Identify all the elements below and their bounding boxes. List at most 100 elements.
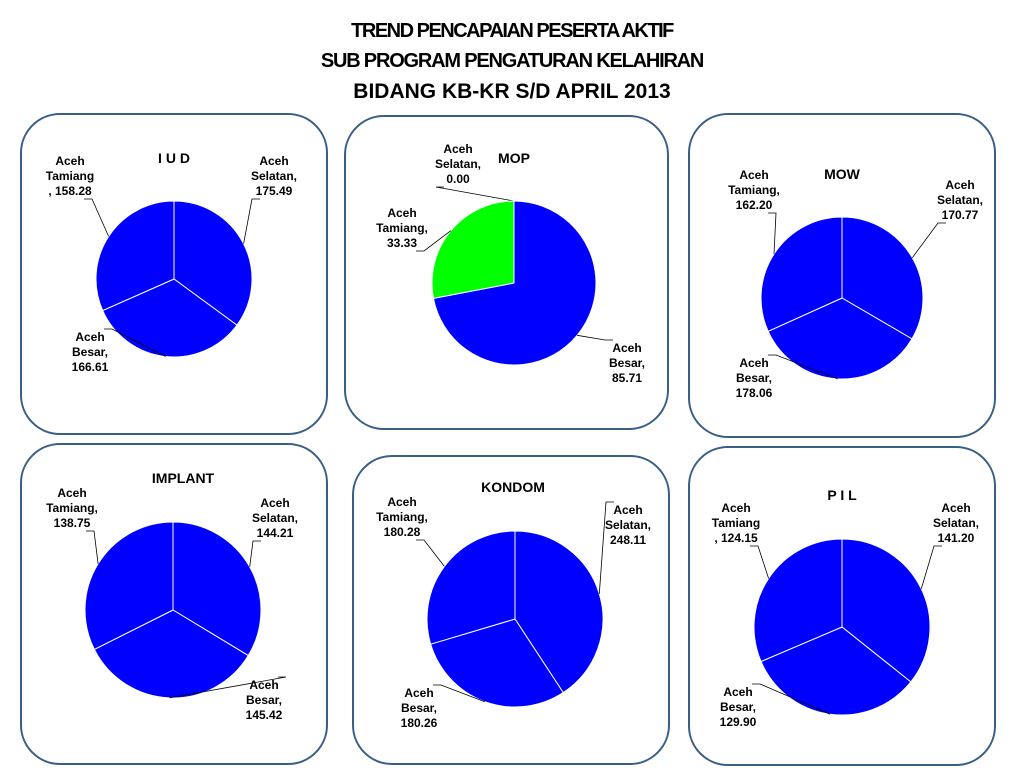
- leader-line: [416, 539, 445, 567]
- data-label-line: Aceh: [75, 330, 104, 344]
- data-label-line: Aceh: [739, 168, 768, 182]
- pie-slice-aceh-besar: [767, 297, 913, 380]
- chart-title: KONDOM: [481, 479, 545, 495]
- data-label-line: Besar,: [720, 700, 756, 714]
- data-label-line: Aceh: [57, 486, 86, 500]
- pie-slice-aceh-selatan: [841, 538, 931, 683]
- data-label-line: 166.61: [72, 360, 109, 374]
- data-label-line: 144.21: [257, 526, 294, 540]
- data-label-line: Aceh: [739, 356, 768, 370]
- chart-title: P I L: [827, 487, 857, 503]
- data-label-line: 145.42: [246, 708, 283, 722]
- data-label-line: Tamiang: [46, 169, 94, 183]
- chart-panel-mop: MOP Aceh Selatan, 0.00 Aceh Besar, 85.71 Aceh Ta…: [344, 115, 669, 430]
- data-label-aceh-selatan: Aceh Selatan, 248.11: [605, 503, 651, 547]
- data-label-aceh-selatan: Aceh Selatan, 175.49: [251, 154, 297, 198]
- data-label-aceh-tamiang: Aceh Tamiang, 158.28: [46, 154, 94, 198]
- pie-slice-aceh-tamiang: [753, 538, 843, 663]
- leader-line: [911, 222, 946, 258]
- data-label-line: Aceh: [941, 501, 970, 515]
- data-label-line: , 124.15: [714, 531, 758, 545]
- pie-slice-aceh-selatan: [173, 200, 253, 326]
- data-label-line: 33.33: [387, 236, 417, 250]
- chart-panel-mow: MOW Aceh Selatan, 170.77 Aceh Besar, 178.06 Ace…: [688, 113, 996, 438]
- data-label-line: Aceh: [249, 678, 278, 692]
- leader-line: [768, 212, 777, 255]
- chart-panel-iud: I U D Aceh Selatan, 175.49 Aceh Besar, 166.61 A…: [20, 113, 328, 435]
- data-label-aceh-besar: Aceh Besar, 180.26: [401, 686, 438, 730]
- leader-line: [243, 198, 260, 244]
- data-label-aceh-besar: Aceh Besar, 166.61: [72, 330, 109, 374]
- data-label-line: Aceh: [612, 341, 641, 355]
- data-label-aceh-selatan: Aceh Selatan, 141.20: [933, 501, 979, 545]
- data-label-line: Selatan,: [605, 518, 651, 532]
- leader-line: [598, 501, 614, 594]
- report-title-line-2: SUB PROGRAM PENGATURAN KELAHIRAN: [320, 50, 705, 72]
- chart-title: MOP: [498, 150, 530, 166]
- pie-slice-aceh-tamiang: [431, 200, 515, 299]
- data-label-line: Aceh: [723, 685, 752, 699]
- chart-title: IMPLANT: [152, 470, 215, 486]
- pie-slice-aceh-tamiang: [84, 521, 174, 651]
- leader-line: [768, 354, 838, 380]
- pie-slice-aceh-besar: [760, 626, 912, 716]
- pie-slice-aceh-tamiang: [426, 530, 516, 645]
- data-label-line: 162.20: [736, 198, 773, 212]
- data-label-line: 248.11: [610, 533, 646, 547]
- data-label-line: Aceh: [404, 686, 433, 700]
- data-label-aceh-besar: Aceh Besar, 178.06: [736, 356, 773, 400]
- data-label-line: Aceh: [387, 206, 416, 220]
- data-label-line: Aceh: [721, 501, 750, 515]
- data-label-line: Besar,: [246, 693, 282, 707]
- data-label-line: Besar,: [609, 356, 645, 370]
- chart-panel-kondom: KONDOM Aceh Selatan, 248.11 Aceh Besar, 180.26…: [352, 455, 670, 765]
- data-label-line: Aceh: [443, 142, 472, 156]
- data-label-line: Aceh: [387, 495, 416, 509]
- data-label-aceh-besar: Aceh Besar, 145.42: [246, 678, 283, 722]
- pie-slice-aceh-besar: [93, 609, 249, 699]
- data-label-line: 175.49: [256, 184, 293, 198]
- data-label-line: Aceh: [55, 154, 84, 168]
- report-title-line-3: BIDANG KB-KR S/D APRIL 2013: [353, 80, 671, 103]
- data-label-line: Aceh: [945, 178, 974, 192]
- data-label-line: 170.77: [942, 208, 979, 222]
- leader-line: [169, 676, 287, 699]
- data-label-line: 180.26: [401, 716, 438, 730]
- data-label-line: Tamiang: [712, 516, 760, 530]
- pie-slice-aceh-besar: [432, 200, 597, 366]
- data-label-line: Selatan,: [435, 157, 481, 171]
- data-label-line: 180.28: [384, 525, 421, 539]
- data-label-line: Selatan,: [252, 511, 298, 525]
- data-label-line: 178.06: [736, 386, 773, 400]
- data-label-line: Tamiang,: [46, 501, 98, 515]
- chart-panel-pil: P I L Aceh Selatan, 141.20 Aceh Besar, 129.90 A…: [688, 446, 996, 766]
- data-label-aceh-tamiang: Aceh Tamiang, 138.75: [46, 486, 98, 530]
- leader-line: [416, 230, 452, 252]
- leader-line: [104, 328, 166, 357]
- data-label-line: , 158.28: [48, 184, 92, 198]
- data-label-aceh-tamiang: Aceh Tamiang, 33.33: [376, 206, 428, 250]
- pie-slice-aceh-besar: [430, 618, 564, 708]
- pie-slice-aceh-tamiang: [760, 216, 843, 332]
- data-label-aceh-tamiang: Aceh Tamiang, 124.15: [712, 501, 760, 545]
- report-title-line-1: TREND PENCAPAIAN PESERTA AKTIF: [351, 20, 674, 42]
- chart-title: I U D: [158, 150, 190, 166]
- data-label-aceh-besar: Aceh Besar, 85.71: [609, 341, 645, 385]
- leader-line: [750, 545, 769, 579]
- data-label-line: Besar,: [736, 371, 772, 385]
- data-label-line: Besar,: [72, 345, 108, 359]
- leader-line: [920, 545, 942, 589]
- leader-line: [249, 540, 261, 567]
- data-label-line: Selatan,: [933, 516, 979, 530]
- chart-panel-implant: IMPLANT Aceh Selatan, 144.21 Aceh Besar, 145.4…: [20, 443, 328, 765]
- data-label-line: 141.20: [938, 531, 975, 545]
- data-label-line: Aceh: [613, 503, 642, 517]
- leader-line: [577, 334, 613, 341]
- pie-slice-aceh-tamiang: [95, 200, 175, 312]
- data-label-line: Besar,: [401, 701, 437, 715]
- data-label-aceh-selatan: Aceh Selatan, 170.77: [937, 178, 983, 222]
